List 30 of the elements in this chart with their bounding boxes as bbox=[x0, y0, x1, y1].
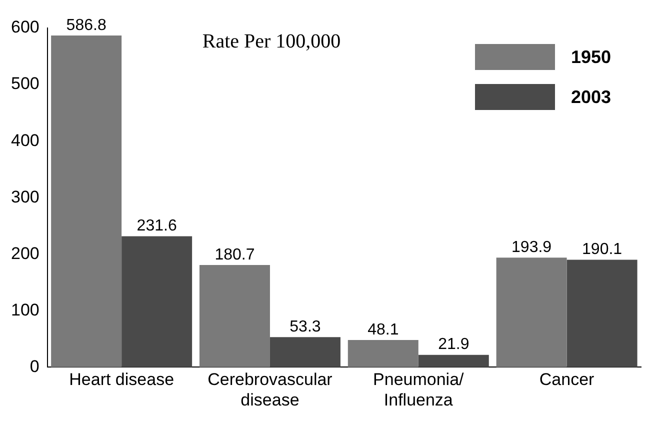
y-tick-label: 100 bbox=[10, 300, 40, 320]
data-label: 48.1 bbox=[368, 321, 399, 338]
legend-label: 1950 bbox=[570, 46, 611, 68]
bar bbox=[418, 354, 489, 368]
data-label: 180.7 bbox=[214, 246, 255, 264]
data-label: 53.3 bbox=[290, 318, 321, 336]
y-tick-label: 200 bbox=[10, 244, 40, 263]
y-tick-label: 600 bbox=[10, 18, 40, 37]
bar bbox=[51, 35, 122, 368]
bar bbox=[348, 340, 418, 368]
x-tick-label: Heart disease bbox=[69, 370, 174, 390]
y-tick-label: 500 bbox=[10, 74, 40, 94]
data-label: 190.1 bbox=[582, 241, 622, 258]
bar bbox=[566, 260, 638, 368]
y-tick-label: 400 bbox=[10, 130, 40, 150]
bar bbox=[199, 265, 270, 368]
bar bbox=[122, 236, 192, 368]
bar bbox=[270, 337, 340, 368]
data-label: 193.9 bbox=[512, 238, 552, 256]
y-tick-label: 300 bbox=[10, 187, 40, 206]
data-label: 21.9 bbox=[438, 336, 470, 354]
legend-label: 2003 bbox=[570, 86, 611, 108]
x-tick-label: Pneumonia/ Influenza bbox=[373, 370, 464, 410]
x-tick-label: Cancer bbox=[539, 370, 595, 390]
chart-title: Rate Per 100,000 bbox=[202, 30, 341, 52]
y-tick-label: 0 bbox=[30, 356, 40, 376]
data-label: 586.8 bbox=[66, 16, 106, 34]
bar bbox=[496, 258, 567, 368]
x-tick-label: Cerebrovascular disease bbox=[208, 370, 333, 410]
data-label: 231.6 bbox=[136, 218, 177, 235]
